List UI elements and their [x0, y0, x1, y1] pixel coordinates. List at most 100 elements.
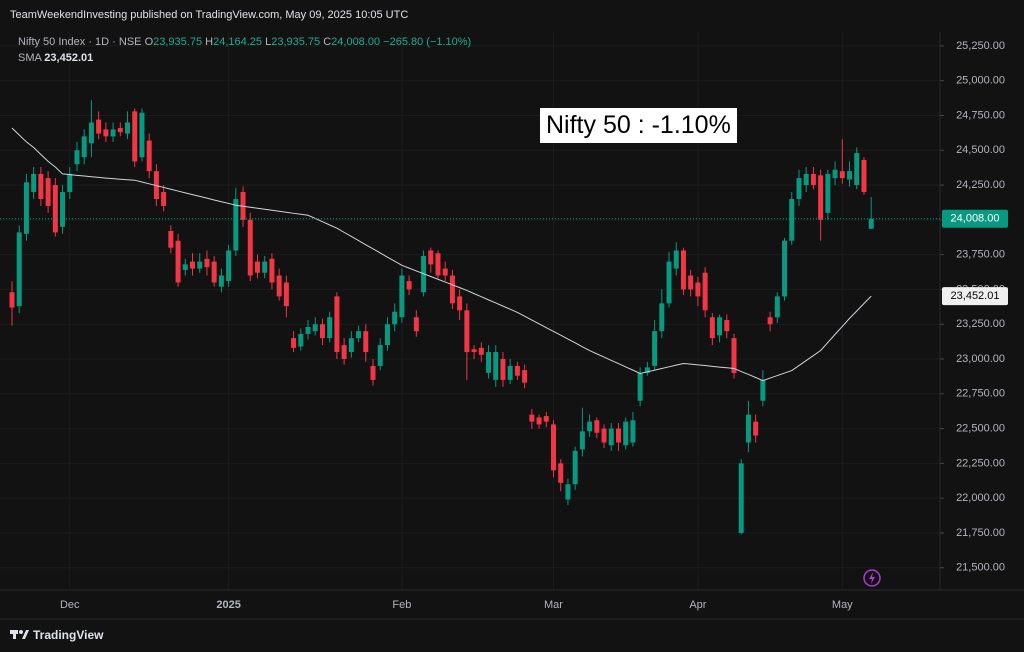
price-badge [942, 209, 1008, 228]
candle-body [341, 345, 347, 360]
candle-body [500, 359, 506, 380]
candle-body [825, 173, 831, 213]
candle-body [233, 198, 239, 251]
y-tick-label: 25,250.00 [956, 40, 1005, 52]
candle-body [9, 292, 15, 308]
candle-body [868, 218, 874, 229]
candle-body [442, 268, 448, 276]
ohlc-value: 24,164.25 [213, 36, 263, 48]
candle-body [81, 136, 87, 158]
candle-body [644, 367, 650, 373]
candle-body [637, 372, 643, 401]
y-tick-label: 22,750.00 [956, 388, 1005, 400]
candle-body [652, 331, 658, 366]
candle-body [218, 275, 224, 287]
sma-badge [942, 287, 1008, 306]
y-tick-label: 21,750.00 [956, 527, 1005, 539]
candle-body [789, 198, 795, 241]
candle-body [608, 428, 614, 446]
candle-body [579, 431, 585, 450]
candle-body [558, 463, 564, 483]
candle-body [60, 192, 66, 227]
x-tick-label: Feb [392, 599, 411, 611]
candle-body [298, 333, 304, 347]
candle-body [197, 261, 203, 269]
ohlc-value: 24,008.00 [331, 36, 381, 48]
logo [10, 630, 29, 639]
candle-body [384, 324, 390, 346]
candle-body [377, 345, 383, 366]
candle-body [745, 414, 751, 443]
y-tick-label: 23,750.00 [956, 249, 1005, 261]
change: −265.80 (−1.10%) [383, 36, 472, 48]
sma-name: SMA [18, 52, 42, 64]
sma-value: 23,452.01 [44, 52, 94, 64]
alert-icon-bolt [869, 572, 875, 584]
ohlc-key: H [205, 36, 214, 48]
y-tick-label: 25,000.00 [956, 75, 1005, 87]
candle-body [529, 414, 535, 422]
sma-line [11, 127, 872, 382]
candle-body [283, 282, 289, 307]
candle-body [254, 261, 260, 273]
candle-body [16, 232, 22, 307]
candle-body [572, 450, 578, 485]
annotation: Nifty 50 : -1.10% [540, 108, 737, 143]
candle-body [810, 173, 816, 186]
candle-body [753, 421, 759, 436]
candle-body [161, 192, 167, 206]
candle-body [803, 173, 809, 186]
candle-body [471, 349, 477, 353]
candle-body [587, 421, 593, 432]
sma-badge-label: 23,452.01 [951, 290, 1000, 302]
candle-body [680, 250, 686, 290]
candle-body [319, 324, 325, 339]
candle-body [406, 281, 412, 290]
candle-body [247, 219, 253, 276]
candle-body [594, 420, 600, 433]
candle-body [204, 258, 210, 268]
candle-body [428, 250, 434, 265]
candle-body [399, 275, 405, 318]
candle-body [363, 331, 369, 353]
candle-body [774, 296, 780, 318]
candle-body [457, 296, 463, 311]
candle-body [847, 171, 853, 180]
candle-body [464, 310, 470, 353]
candle-body [291, 338, 297, 348]
candle-body [760, 379, 766, 401]
candle-body [211, 261, 217, 283]
candle-body [88, 122, 94, 144]
candle-body [125, 122, 131, 134]
x-tick-label: Dec [60, 599, 80, 611]
alert-icon[interactable] [863, 569, 881, 587]
candle-body [623, 421, 629, 446]
candle-body [486, 352, 492, 373]
legend: Nifty 50 Index · 1D · NSE O23,935.75 H24… [18, 36, 471, 48]
candle-body [478, 347, 484, 355]
candle-body [673, 250, 679, 269]
candle-body [226, 250, 232, 282]
candle-body [630, 420, 636, 443]
candle-body [132, 111, 138, 162]
candle-body [74, 150, 80, 165]
candle-body [861, 160, 867, 193]
candle-body [839, 171, 845, 179]
candle-body [168, 230, 174, 248]
candle-body [702, 272, 708, 311]
candle-body [601, 428, 607, 443]
y-tick-label: 23,000.00 [956, 353, 1005, 365]
candle-body [413, 317, 419, 332]
candle-body [110, 129, 116, 137]
candle-body [818, 175, 824, 220]
symbol: Nifty 50 Index · 1D · NSE [18, 36, 142, 48]
candle-body [767, 317, 773, 325]
candle-body [52, 185, 58, 233]
candle-body [312, 324, 318, 332]
ohlc-value: 23,935.75 [271, 36, 321, 48]
candle-body [543, 416, 549, 422]
y-tick-label: 24,750.00 [956, 109, 1005, 121]
candle-body [305, 327, 311, 334]
y-tick-label: 22,250.00 [956, 457, 1005, 469]
